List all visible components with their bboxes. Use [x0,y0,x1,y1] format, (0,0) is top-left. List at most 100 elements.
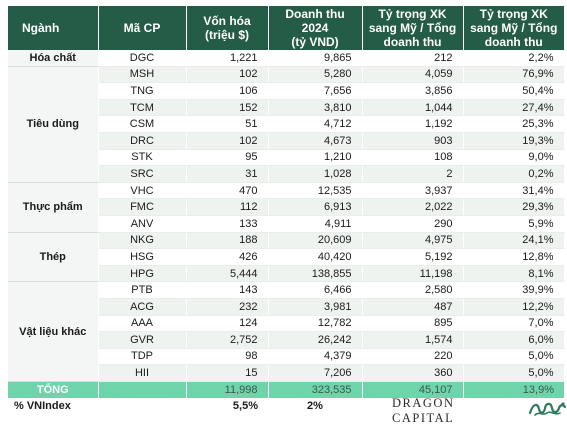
revenue-cell: 9,865 [268,50,363,67]
us-export-value-cell: 212 [362,50,464,67]
us-export-share-cell: 6,0% [463,331,565,349]
code-cell: DGC [98,50,187,67]
code-cell: ACG [98,298,187,316]
revenue-cell: 138,855 [268,265,363,283]
revenue-cell: 1,028 [268,165,363,183]
code-cell: GVR [98,331,187,349]
total-revenue: 323,535 [268,381,363,398]
table-row: Hóa chất DGC 1,221 9,865 212 2,2% [8,50,565,67]
us-export-value-cell: 903 [362,132,464,150]
table-row: HPG 5,444 138,855 11,198 8,1% [8,265,565,283]
us-export-share-cell: 0,2% [463,165,565,183]
revenue-cell: 5,280 [268,66,363,84]
revenue-cell: 40,420 [268,248,363,266]
header-code: Mã CP [98,6,187,50]
header-market-cap-line1: Vốn hóa [203,14,251,28]
code-cell: STK [98,149,187,167]
dragon-logo-icon [527,399,567,424]
market-cap-cell: 51 [186,115,269,133]
market-cap-cell: 232 [186,298,269,316]
revenue-cell: 12,535 [268,182,363,200]
revenue-cell: 1,210 [268,149,363,167]
total-us-export-share: 13,9% [463,381,564,398]
us-export-share-cell: 29,3% [463,198,565,216]
us-export-value-cell: 360 [362,364,464,382]
market-cap-cell: 133 [186,215,269,233]
code-cell: HPG [98,265,187,283]
header-us-export-value-line1: Tỷ trọng XK [378,7,447,21]
vnindex-revenue: 2% [268,397,362,415]
revenue-cell: 4,379 [268,348,363,366]
code-cell: TNG [98,82,187,100]
us-export-value-cell: 3,937 [362,182,464,200]
table-row: Vật liệu khác PTB 143 6,466 2,580 39,9% [8,281,565,382]
market-cap-cell: 188 [186,232,269,250]
code-cell: TDP [98,348,187,366]
table-row: CSM 51 4,712 1,192 25,3% [8,115,565,133]
table-row: Tiêu dùng MSH 102 5,280 4,059 76,9% [8,66,565,183]
us-export-share-cell: 39,9% [463,281,565,299]
vnindex-us-export-value [362,397,463,415]
market-cap-cell: 2,752 [186,331,269,349]
table-row: ACG 232 3,981 487 12,2% [8,298,565,316]
market-cap-cell: 470 [186,182,269,200]
table-row: STK 95 1,210 108 9,0% [8,149,565,167]
table-row: HSG 426 40,420 5,192 12,8% [8,248,565,266]
header-us-export-value-line2: sang Mỹ / Tổng [368,21,457,35]
sector-cell: Tiêu dùng [8,66,99,183]
header-market-cap-line2: (triệu $) [204,28,249,42]
table-row: DRC 102 4,673 903 19,3% [8,132,565,150]
us-export-value-cell: 1,574 [362,331,464,349]
table-body: Hóa chất DGC 1,221 9,865 212 2,2% Tiêu dùng MSH… [8,50,565,415]
header-us-export-value: Tỷ trọng XK sang Mỹ / Tổng doanh thu [362,6,464,50]
code-cell: ANV [98,215,187,233]
us-export-value-cell: 11,198 [362,265,464,283]
table-row: SRC 31 1,028 2 0,2% [8,165,565,183]
table-row: TDP 98 4,379 220 5,0% [8,348,565,366]
us-export-share-cell: 12,2% [463,298,565,316]
market-cap-cell: 106 [186,82,269,100]
header-code-text: Mã CP [123,21,161,35]
us-export-value-cell: 2,580 [362,281,464,299]
code-cell: SRC [98,165,187,183]
code-cell: DRC [98,132,187,150]
code-cell: VHC [98,182,187,200]
revenue-cell: 3,810 [268,99,363,117]
table-row: AAA 124 12,782 895 7,0% [8,315,565,333]
code-cell: TCM [98,99,187,117]
us-export-share-cell: 31,4% [463,182,565,200]
header-us-export-share-line2: sang Mỹ / Tổng [470,21,558,35]
revenue-cell: 6,466 [268,281,363,299]
header-row: Ngành Mã CP Vốn hóa (triệu $) Doanh thu … [8,6,564,50]
header-sector: Ngành [8,6,99,50]
table-row: HII 15 7,206 360 5,0% [8,364,565,382]
us-export-value-cell: 5,192 [362,248,464,266]
us-export-share-cell: 9,0% [463,149,565,167]
code-cell: CSM [98,115,187,133]
table-row: ANV 133 4,911 290 5,9% [8,215,565,233]
us-export-value-cell: 1,044 [362,99,464,117]
header-sector-text: Ngành [22,21,60,35]
us-export-value-cell: 2 [362,165,464,183]
header-market-cap: Vốn hóa (triệu $) [186,6,269,50]
market-cap-cell: 1,221 [186,50,269,67]
us-export-share-cell: 25,3% [463,115,565,133]
revenue-cell: 12,782 [268,315,363,333]
us-export-share-cell: 50,4% [463,82,565,100]
code-cell: MSH [98,66,187,84]
market-cap-cell: 152 [186,99,269,117]
us-export-value-cell: 108 [362,149,464,167]
header-revenue-line1: Doanh thu 2024 [285,7,345,35]
us-export-share-cell: 5,0% [463,348,565,366]
sector-cell: Hóa chất [8,50,99,67]
vnindex-label: % VNIndex [8,397,98,415]
header-us-export-share: Tỷ trọng XK sang Mỹ / Tổng doanh thu [463,6,564,50]
us-export-value-cell: 220 [362,348,464,366]
revenue-cell: 20,609 [268,232,363,250]
revenue-cell: 7,656 [268,82,363,100]
code-cell: FMC [98,198,187,216]
table-row: Thực phẩm VHC 470 12,535 3,937 31,4% [8,182,565,233]
us-export-share-cell: 12,8% [463,248,565,266]
table-row: TCM 152 3,810 1,044 27,4% [8,99,565,117]
brand-footer: DRAGON CAPITAL [392,396,567,426]
